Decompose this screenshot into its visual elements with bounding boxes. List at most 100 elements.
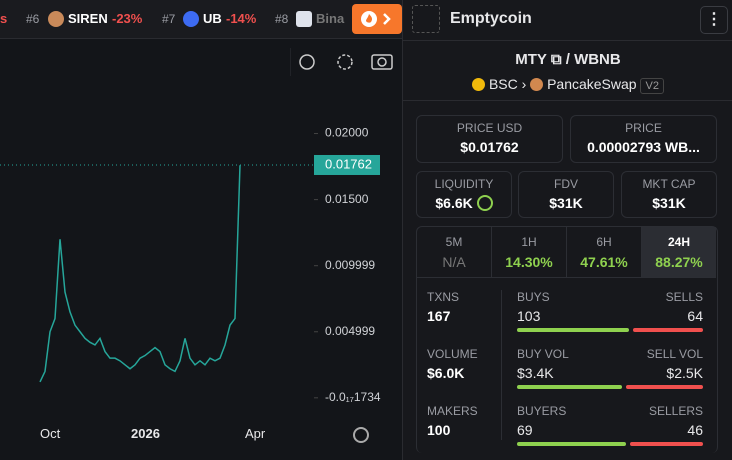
buy-bar <box>517 385 622 389</box>
pair: MTY ⧉ / WBNB <box>515 51 621 68</box>
buy-label: BUYERS <box>517 404 567 418</box>
token-icon <box>183 11 199 27</box>
token-icon <box>296 11 312 27</box>
label: LIQUIDITY <box>434 177 494 191</box>
sell-label: SELLS <box>665 290 703 304</box>
sell-bar <box>633 328 703 332</box>
stat-label: VOLUME <box>427 347 478 361</box>
tab[interactable]: 5M N/A <box>417 227 492 277</box>
label: PRICE USD <box>456 121 523 135</box>
route: BSC › PancakeSwap V2 <box>403 76 732 94</box>
timezone-icon[interactable] <box>299 54 315 70</box>
dex[interactable]: PancakeSwap <box>547 76 637 92</box>
buy-value: 103 <box>517 308 541 324</box>
tab[interactable]: 6H 47.61% <box>567 227 642 277</box>
sell-bar <box>625 385 703 389</box>
token-name: Emptycoin <box>450 10 532 27</box>
rank: #6 <box>26 12 40 26</box>
y-tick-label: -0.0₁₇1734 <box>325 390 381 404</box>
label: FDV <box>554 177 578 191</box>
divider <box>403 100 732 101</box>
x-axis-label: 2026 <box>131 426 160 441</box>
price-line <box>39 165 241 383</box>
value: $6.6K <box>435 195 473 211</box>
stat-value: 167 <box>427 308 451 324</box>
info-panel: Emptycoin ⋮ MTY ⧉ / WBNB BSC › PancakeSw… <box>402 0 732 460</box>
fdv: FDV $31K <box>518 171 614 218</box>
value: $31K <box>549 195 583 211</box>
tab-value: 88.27% <box>655 254 703 270</box>
tab[interactable]: 24H 88.27% <box>642 227 716 277</box>
y-tick-label: 0.01500 <box>325 192 369 206</box>
ticker-bar: s #6 SIREN -23% #7 UB -14% #8 Bina <box>0 0 402 39</box>
menu-button[interactable]: ⋮ <box>700 6 728 34</box>
y-tick-label: 0.009999 <box>325 258 375 272</box>
label: PRICE <box>625 121 662 135</box>
stat-label: MAKERS <box>427 404 478 418</box>
change: -23% <box>112 11 143 26</box>
sell-bar <box>630 442 703 446</box>
screenshot-icon[interactable] <box>371 54 393 70</box>
buy-bar <box>517 328 630 332</box>
divider <box>403 40 732 41</box>
axis-settings[interactable] <box>353 427 369 443</box>
ticker-fragment: s <box>0 11 8 26</box>
divider <box>501 290 502 440</box>
buy-label: BUYS <box>517 290 550 304</box>
tab-label: 5M <box>445 235 463 249</box>
price-native: PRICE 0.00002793 WB... <box>570 115 717 163</box>
buy-value: $3.4K <box>517 365 554 381</box>
mkt-cap: MKT CAP $31K <box>621 171 717 218</box>
timeframe-tabs: 5M N/A 1H 14.30% 6H 47.61% 24H 88.27% <box>417 227 716 278</box>
tab[interactable]: 1H 14.30% <box>492 227 567 277</box>
buy-bar <box>517 442 627 446</box>
last-price-label: 0.01762 <box>325 156 372 171</box>
token[interactable]: SIREN <box>68 11 108 26</box>
stat-label: TXNS <box>427 290 460 304</box>
liquidity: LIQUIDITY $6.6K <box>416 171 512 218</box>
lock-icon <box>476 195 493 211</box>
version: V2 <box>640 78 664 94</box>
x-axis-label: Oct <box>40 426 61 441</box>
tab-value: 47.61% <box>580 254 628 270</box>
fire-icon <box>361 11 391 27</box>
label: MKT CAP <box>642 177 696 191</box>
txn-stats <box>416 226 718 453</box>
token[interactable]: Bina <box>316 11 345 26</box>
trending-button[interactable] <box>352 4 402 34</box>
buy-label: BUY VOL <box>517 347 569 361</box>
rank: #8 <box>275 12 289 26</box>
value: $31K <box>652 195 686 211</box>
last-price-tag <box>314 154 380 175</box>
value: 0.00002793 WB... <box>587 139 700 155</box>
price-usd: PRICE USD $0.01762 <box>416 115 563 163</box>
token[interactable]: UB <box>203 11 222 26</box>
sell-label: SELL VOL <box>646 347 703 361</box>
tab-label: 6H <box>596 235 612 249</box>
tab-label: 1H <box>521 235 537 249</box>
token-icon <box>48 11 64 27</box>
chain[interactable]: BSC <box>488 76 518 92</box>
settings-icon[interactable] <box>337 54 353 70</box>
x-axis-label: Apr <box>245 426 266 441</box>
chart-toolbar <box>290 48 393 76</box>
buy-value: 69 <box>517 422 533 438</box>
change: -14% <box>226 11 257 26</box>
base: MTY <box>515 51 547 68</box>
tab-label: 24H <box>667 235 690 249</box>
stat-value: $6.0K <box>427 365 465 381</box>
separator: / <box>565 51 570 68</box>
sell-value: $2.5K <box>666 365 703 381</box>
y-tick-label: 0.004999 <box>325 324 375 338</box>
tab-value: N/A <box>442 254 466 270</box>
sell-value: 46 <box>687 422 703 438</box>
price-chart: 0.02000 0.01500 0.009999 0.004999 -0.0₁₇1734… <box>0 126 381 404</box>
rank: #7 <box>162 12 176 26</box>
sell-label: SELLERS <box>648 404 703 418</box>
token-logo <box>412 5 440 33</box>
tab-value: 14.30% <box>505 254 553 270</box>
y-tick-label: 0.02000 <box>325 126 369 140</box>
sell-value: 64 <box>687 308 703 324</box>
quote: WBNB <box>574 51 621 68</box>
value: $0.01762 <box>460 139 519 155</box>
